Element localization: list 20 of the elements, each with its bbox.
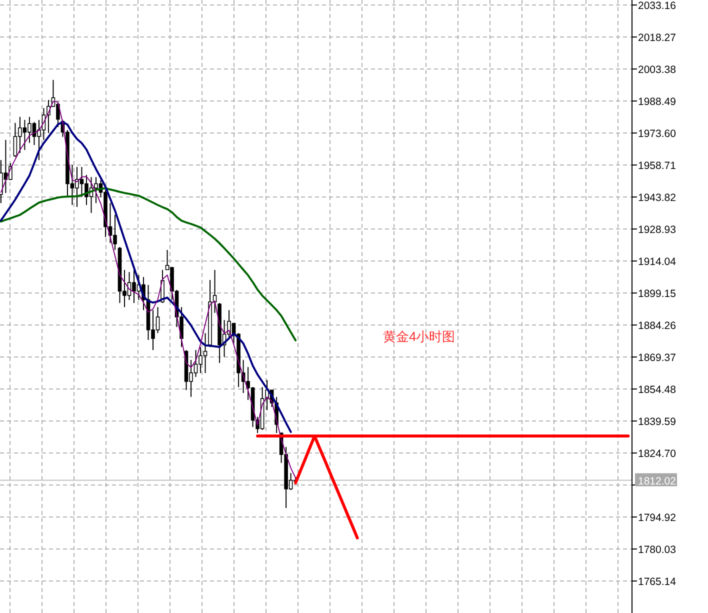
y-tick-label: 1958.71 [638, 160, 676, 172]
y-tick-label: 2003.38 [638, 64, 676, 76]
y-tick-label: 1839.59 [638, 416, 676, 428]
y-tick-label: 1780.03 [638, 544, 676, 556]
ref-line-label: 1812.02 [638, 475, 676, 488]
y-tick-label: 1914.04 [638, 256, 676, 268]
y-tick-label: 1794.92 [638, 512, 676, 524]
y-tick-label: 2018.27 [638, 32, 676, 44]
annotation: 黄金4小时图 [383, 329, 456, 344]
y-tick-label: 1899.15 [638, 288, 676, 300]
y-tick-label: 2033.16 [638, 0, 676, 12]
y-tick-label: 1869.37 [638, 352, 676, 364]
y-tick-label: 1943.82 [638, 192, 676, 204]
y-tick-label: 1973.60 [638, 128, 676, 140]
y-tick-label: 1824.70 [638, 448, 676, 460]
y-tick-label: 1884.26 [638, 320, 676, 332]
y-tick-label: 1928.93 [638, 224, 676, 236]
y-tick-label: 1765.14 [638, 576, 676, 588]
y-tick-label: 1854.48 [638, 384, 676, 396]
y-tick-label: 1988.49 [638, 96, 676, 108]
